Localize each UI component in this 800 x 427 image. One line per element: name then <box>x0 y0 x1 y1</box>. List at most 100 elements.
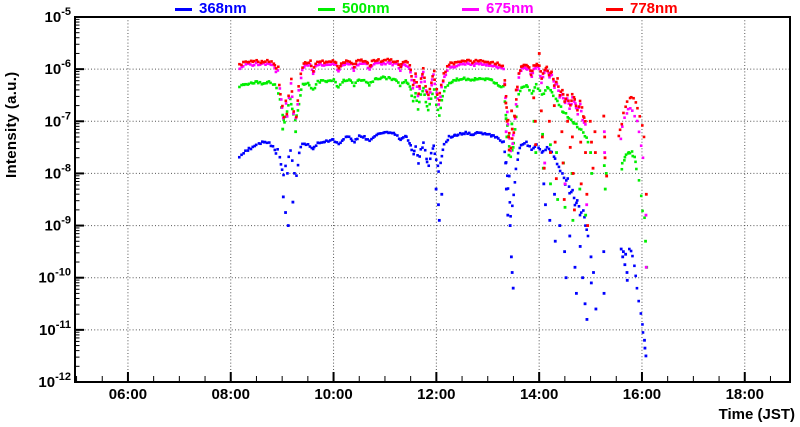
data-point <box>417 162 420 165</box>
data-point <box>576 112 580 116</box>
data-point <box>465 78 468 82</box>
data-point <box>440 192 444 196</box>
data-point <box>389 61 392 65</box>
data-point <box>563 182 567 186</box>
data-point <box>540 151 544 154</box>
data-point <box>394 62 398 65</box>
legend-item-778nm: 778nm <box>606 1 678 17</box>
data-point <box>287 104 290 107</box>
data-point <box>449 136 453 139</box>
data-point <box>644 265 648 269</box>
data-point <box>563 100 566 103</box>
data-point <box>437 170 440 173</box>
data-point <box>441 94 444 98</box>
data-point <box>252 81 256 85</box>
data-point <box>449 66 452 69</box>
data-point <box>520 86 523 89</box>
data-point <box>508 224 512 227</box>
data-point <box>336 68 339 72</box>
data-point <box>434 158 438 162</box>
data-point <box>309 86 313 90</box>
data-point <box>430 83 433 87</box>
data-point <box>577 105 581 108</box>
data-point <box>342 78 345 82</box>
data-point <box>484 60 487 64</box>
data-point <box>417 92 420 95</box>
data-point <box>348 62 352 66</box>
data-point <box>579 128 583 131</box>
data-point <box>328 139 332 142</box>
data-point <box>280 106 284 109</box>
data-point <box>390 131 394 135</box>
data-point <box>363 62 367 65</box>
data-point <box>493 64 496 68</box>
data-point <box>602 130 606 134</box>
data-point <box>529 72 532 75</box>
data-point <box>284 99 288 103</box>
data-point <box>440 85 443 89</box>
data-point <box>240 63 243 67</box>
data-point <box>578 102 582 106</box>
y-axis-title: Intensity (a.u.) <box>3 71 20 178</box>
data-point <box>462 62 465 65</box>
data-point <box>352 65 356 69</box>
data-point <box>295 114 298 117</box>
data-point <box>518 69 522 72</box>
data-point <box>633 114 636 118</box>
data-point <box>257 63 260 67</box>
data-point <box>526 144 530 148</box>
data-point <box>540 81 543 85</box>
data-point <box>274 70 278 74</box>
data-point <box>276 148 279 151</box>
data-point <box>423 148 427 152</box>
data-point <box>578 213 582 217</box>
data-point <box>552 155 556 159</box>
data-point <box>373 59 377 63</box>
data-point <box>462 59 465 63</box>
data-point <box>582 116 586 119</box>
data-point <box>623 155 627 159</box>
data-point <box>517 76 521 79</box>
data-point <box>582 121 586 124</box>
data-point <box>569 104 572 107</box>
data-point <box>487 64 491 67</box>
data-point <box>304 143 308 147</box>
data-point <box>306 143 310 146</box>
legend-line-500nm <box>318 7 335 11</box>
data-point <box>473 76 477 80</box>
data-point <box>582 209 585 212</box>
data-point <box>296 163 300 167</box>
data-point <box>590 140 593 144</box>
data-point <box>273 64 277 67</box>
data-point <box>433 78 436 81</box>
data-point <box>619 137 623 141</box>
data-point <box>260 59 264 63</box>
data-point <box>509 215 512 218</box>
data-point <box>286 224 290 227</box>
x-tick-label: 10:00 <box>314 386 352 403</box>
data-point <box>531 69 534 73</box>
data-point <box>307 83 311 87</box>
data-point <box>557 103 561 107</box>
data-point <box>467 62 470 66</box>
data-point <box>290 95 294 99</box>
data-point <box>292 112 295 115</box>
data-point <box>331 138 335 141</box>
data-point <box>297 151 301 155</box>
data-point <box>514 103 518 106</box>
data-point <box>435 87 439 91</box>
data-point <box>364 59 367 63</box>
data-point <box>343 63 347 67</box>
data-point <box>446 84 450 87</box>
data-point <box>529 69 532 72</box>
data-point <box>563 101 567 105</box>
data-point <box>336 64 339 68</box>
data-point <box>471 61 474 65</box>
data-point <box>321 59 324 63</box>
data-point <box>589 151 592 154</box>
data-point <box>269 81 272 85</box>
data-point <box>511 204 514 208</box>
y-tick-label: 10-12 <box>38 371 71 391</box>
data-point <box>345 135 349 138</box>
data-point <box>437 203 440 207</box>
